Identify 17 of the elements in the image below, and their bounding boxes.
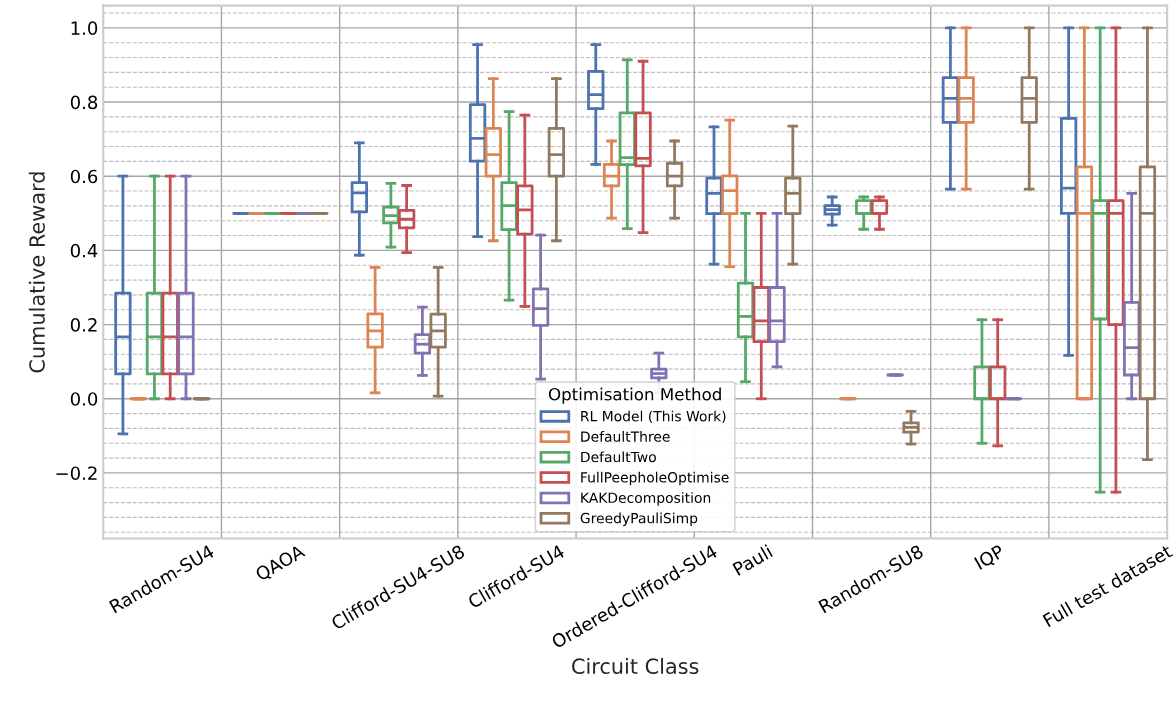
legend-label: DefaultTwo xyxy=(581,451,656,463)
legend-title: Optimisation Method xyxy=(548,387,721,404)
y-tick-label: −0.2 xyxy=(56,466,97,481)
y-tick-label: 0.2 xyxy=(70,318,97,332)
x-axis-title: Circuit Class xyxy=(572,657,699,675)
legend-label: DefaultThree xyxy=(581,431,670,442)
y-axis-title: Cumulative Reward xyxy=(28,172,45,373)
legend-label: RL Model (This Work) xyxy=(581,410,726,424)
y-tick-label: 0.8 xyxy=(70,95,98,110)
y-tick-label: 0.0 xyxy=(70,392,98,406)
legend-label: KAKDecomposition xyxy=(581,492,711,506)
y-tick-label: 0.6 xyxy=(70,169,98,184)
legend-label: FullPeepholeOptimise xyxy=(581,471,729,486)
y-tick-label: 0.4 xyxy=(70,243,98,258)
y-tick-label: 1.0 xyxy=(71,21,98,35)
legend-label: GreedyPauliSimp xyxy=(580,512,698,527)
x-tick-label: IQP xyxy=(973,544,1007,572)
